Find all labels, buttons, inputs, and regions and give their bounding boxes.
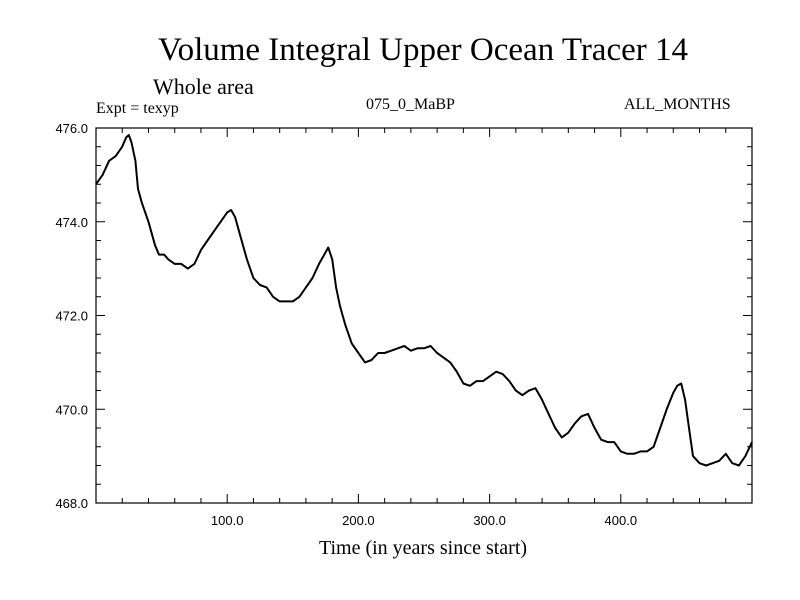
y-tick-label: 470.0 [55, 402, 88, 417]
experiment-label: Expt = texyp [96, 100, 179, 117]
series-line [95, 134, 753, 467]
chart-subtitle: Whole area [153, 74, 254, 99]
chart-title: Volume Integral Upper Ocean Tracer 14 [158, 32, 688, 68]
x-tick-label: 200.0 [342, 513, 375, 528]
axis-ticks [96, 128, 752, 503]
months-label: ALL_MONTHS [624, 96, 731, 113]
x-tick-label: 100.0 [211, 513, 244, 528]
y-tick-label: 468.0 [55, 496, 88, 511]
x-tick-label: 300.0 [473, 513, 506, 528]
experiment-id-label: 075_0_MaBP [366, 96, 455, 113]
y-tick-label: 476.0 [55, 121, 88, 136]
y-tick-label: 472.0 [55, 309, 88, 324]
x-tick-label: 400.0 [605, 513, 638, 528]
axis-tick-labels: 100.0 200.0 300.0 400.0 468.0 470.0 472.0 474.0… [55, 121, 637, 528]
x-axis-label: Time (in years since start) [318, 537, 528, 559]
y-tick-label: 474.0 [55, 215, 88, 230]
plot-frame [95, 127, 753, 504]
